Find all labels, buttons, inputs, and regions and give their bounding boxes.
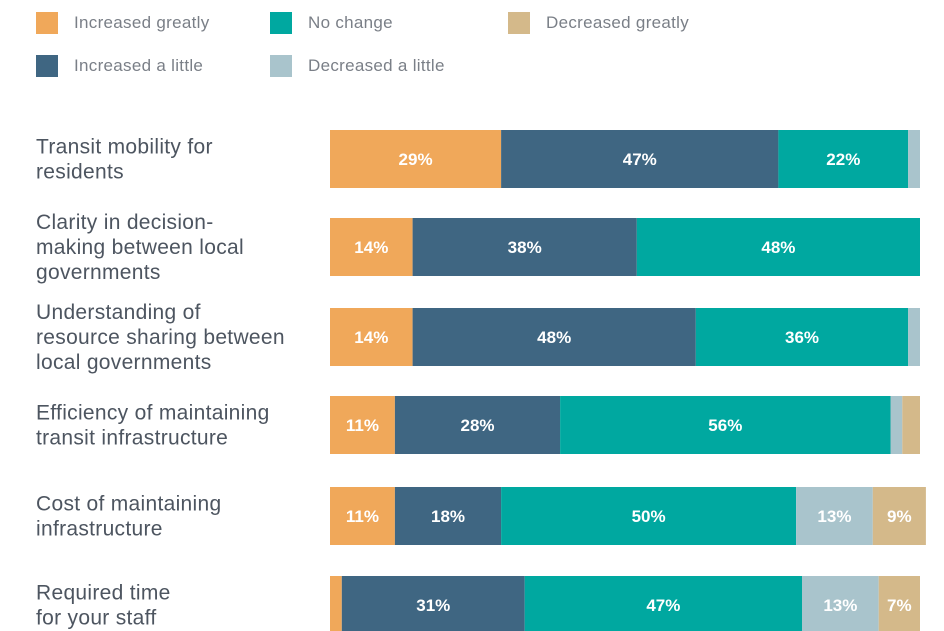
bar-segment-no-change (636, 218, 920, 276)
legend-swatch-increased-greatly (36, 12, 58, 34)
bar-segment-no-change (560, 396, 891, 454)
bar-row-5: Cost of maintaining infrastructure 11% 18% 5… (36, 487, 926, 545)
legend-item-decreased-greatly: Decreased greatly (508, 12, 689, 34)
legend-swatch-decreased-a-little (270, 55, 292, 77)
data-label: 31% (416, 596, 450, 615)
legend-item-no-change: No change (270, 12, 393, 34)
legend-item-increased-a-little: Increased a little (36, 55, 203, 77)
category-label: Clarity in decision-making between local… (36, 211, 244, 284)
bar-row-2: Clarity in decision-making between local… (36, 211, 920, 284)
legend-swatch-decreased-greatly (508, 12, 530, 34)
category-label: Required time for your staff (36, 582, 171, 630)
data-label: 11% (346, 416, 379, 435)
data-label: 29% (399, 150, 433, 169)
category-label: Understanding of resource sharing between… (36, 301, 285, 374)
data-label: 47% (646, 596, 680, 615)
bar-segment-decreased-a-little (908, 308, 920, 366)
bar-segment-decreased-a-little (890, 396, 903, 454)
category-label: Efficiency of maintaining transit infrast… (36, 402, 270, 450)
bar-segment-increased-greatly (330, 130, 502, 188)
bar-segment-decreased-a-little (796, 487, 873, 545)
bar-segment-no-change (695, 308, 909, 366)
data-label: 28% (460, 416, 494, 435)
data-label: 48% (537, 328, 571, 347)
data-label: 18% (431, 507, 465, 526)
legend-label-increased-greatly: Increased greatly (74, 13, 210, 32)
bar-segment-no-change (778, 130, 909, 188)
bar-segment-decreased-a-little (908, 130, 920, 188)
bar-segment-decreased-a-little (802, 576, 879, 631)
bar-segment-increased-a-little (412, 218, 637, 276)
category-label: Transit mobility for residents (36, 136, 213, 184)
legend-label-increased-a-little: Increased a little (74, 56, 204, 75)
legend-label-no-change: No change (308, 13, 393, 32)
legend-item-increased-greatly: Increased greatly (36, 12, 210, 34)
bar-segment-increased-greatly (330, 576, 342, 631)
data-label: 50% (632, 507, 666, 526)
data-label: 14% (354, 328, 388, 347)
data-label: 48% (761, 238, 795, 257)
bar-segment-decreased-greatly (902, 396, 920, 454)
data-label: 22% (826, 150, 860, 169)
bar-segment-decreased-greatly (872, 487, 926, 545)
bar-segment-no-change (524, 576, 802, 631)
bar-segment-no-change (501, 487, 797, 545)
bar-row-1: Transit mobility for residents 29% 47% 22% (36, 130, 920, 188)
legend-label-decreased-a-little: Decreased a little (308, 56, 445, 75)
data-label: 9% (887, 507, 912, 526)
bar-segment-increased-a-little (394, 396, 561, 454)
bar-segment-increased-greatly (330, 308, 413, 366)
bar-segment-increased-greatly (330, 487, 395, 545)
bar-segment-decreased-greatly (878, 576, 920, 631)
bar-row-3: Understanding of resource sharing between… (36, 301, 920, 374)
data-label: 11% (346, 507, 379, 526)
category-label: Cost of maintaining infrastructure (36, 493, 221, 541)
legend-swatch-no-change (270, 12, 292, 34)
bar-segment-increased-a-little (412, 308, 696, 366)
bar-segment-increased-greatly (330, 218, 413, 276)
data-label: 13% (817, 507, 851, 526)
data-label: 36% (785, 328, 819, 347)
legend-swatch-increased-a-little (36, 55, 58, 77)
chart-legend: Increased greatly No change Decreased grea… (0, 0, 944, 100)
data-label: 56% (708, 416, 742, 435)
data-label: 47% (623, 150, 657, 169)
bar-segment-increased-a-little (341, 576, 525, 631)
data-label: 7% (887, 596, 912, 615)
legend-label-decreased-greatly: Decreased greatly (546, 13, 690, 32)
data-label: 38% (508, 238, 542, 257)
legend-item-decreased-a-little: Decreased a little (270, 55, 445, 77)
bar-segment-increased-a-little (394, 487, 502, 545)
bar-segment-increased-a-little (501, 130, 779, 188)
bar-row-6: Required time for your staff 31% 47% 13% 7% (36, 576, 920, 631)
bar-row-4: Efficiency of maintaining transit infrast… (36, 396, 920, 454)
data-label: 13% (823, 596, 857, 615)
data-label: 14% (354, 238, 388, 257)
bar-segment-increased-greatly (330, 396, 395, 454)
